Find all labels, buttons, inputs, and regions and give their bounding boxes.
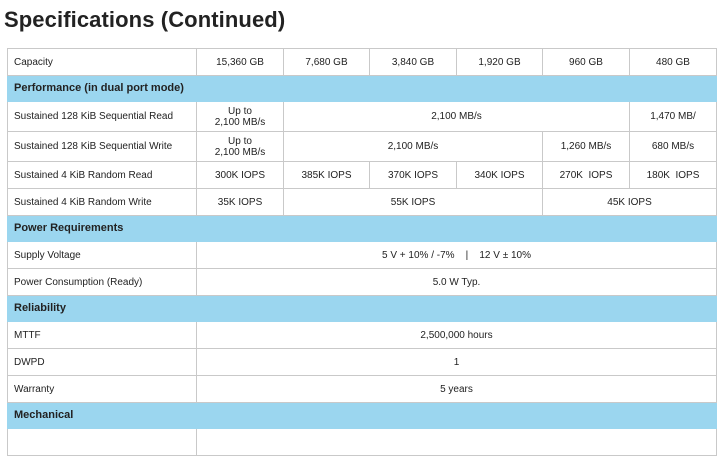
value-cell: 1,260 MB/s <box>542 131 630 162</box>
power-consumption-row: Power Consumption (Ready) 5.0 W Typ. <box>7 268 717 296</box>
seq-read-row: Sustained 128 KiB Sequential Read Up to … <box>7 101 717 132</box>
section-header-power: Power Requirements <box>7 215 717 242</box>
row-label: Sustained 128 KiB Sequential Write <box>7 131 197 162</box>
section-title: Power Requirements <box>7 215 717 242</box>
value-cell: 1,470 MB/ <box>629 101 717 132</box>
value-cell: 5 V + 10% / -7% | 12 V ± 10% <box>196 241 717 269</box>
value-cell: 1 <box>196 348 717 376</box>
capacity-cell: 960 GB <box>542 48 630 76</box>
mechanical-row-partial <box>7 428 717 456</box>
value-cell: 680 MB/s <box>629 131 717 162</box>
value-cell: 340K IOPS <box>456 161 543 189</box>
warranty-row: Warranty 5 years <box>7 375 717 403</box>
value-cell: 270K IOPS <box>542 161 630 189</box>
value-cell: 300K IOPS <box>196 161 284 189</box>
section-header-reliability: Reliability <box>7 295 717 322</box>
capacity-row: Capacity 15,360 GB 7,680 GB 3,840 GB 1,9… <box>7 48 717 76</box>
section-header-performance: Performance (in dual port mode) <box>7 75 717 102</box>
capacity-cell: 15,360 GB <box>196 48 284 76</box>
value-cell: 45K IOPS <box>542 188 717 216</box>
row-label: Supply Voltage <box>7 241 197 269</box>
row-label: Sustained 4 KiB Random Read <box>7 161 197 189</box>
section-title: Reliability <box>7 295 717 322</box>
seq-write-row: Sustained 128 KiB Sequential Write Up to… <box>7 131 717 162</box>
value-cell: Up to 2,100 MB/s <box>196 131 284 162</box>
value-cell: 2,100 MB/s <box>283 101 630 132</box>
value-cell: 5 years <box>196 375 717 403</box>
mttf-row: MTTF 2,500,000 hours <box>7 321 717 349</box>
value-cell: Up to 2,100 MB/s <box>196 101 284 132</box>
row-label: Sustained 128 KiB Sequential Read <box>7 101 197 132</box>
value-cell: 2,100 MB/s <box>283 131 543 162</box>
value-cell <box>196 428 717 456</box>
rand-write-row: Sustained 4 KiB Random Write 35K IOPS 55… <box>7 188 717 216</box>
capacity-cell: 3,840 GB <box>369 48 457 76</box>
section-title: Mechanical <box>7 402 717 429</box>
value-cell: 2,500,000 hours <box>196 321 717 349</box>
rand-read-row: Sustained 4 KiB Random Read 300K IOPS 38… <box>7 161 717 189</box>
section-title: Performance (in dual port mode) <box>7 75 717 102</box>
row-label: MTTF <box>7 321 197 349</box>
row-label: Warranty <box>7 375 197 403</box>
row-label: DWPD <box>7 348 197 376</box>
value-cell: 180K IOPS <box>629 161 717 189</box>
supply-voltage-row: Supply Voltage 5 V + 10% / -7% | 12 V ± … <box>7 241 717 269</box>
value-cell: 5.0 W Typ. <box>196 268 717 296</box>
capacity-cell: 480 GB <box>629 48 717 76</box>
row-label: Capacity <box>7 48 197 76</box>
row-label: Sustained 4 KiB Random Write <box>7 188 197 216</box>
row-label: Power Consumption (Ready) <box>7 268 197 296</box>
specifications-table: Capacity 15,360 GB 7,680 GB 3,840 GB 1,9… <box>7 48 717 456</box>
value-cell: 385K IOPS <box>283 161 370 189</box>
capacity-cell: 1,920 GB <box>456 48 543 76</box>
section-header-mechanical: Mechanical <box>7 402 717 429</box>
row-label <box>7 428 197 456</box>
value-cell: 35K IOPS <box>196 188 284 216</box>
value-cell: 370K IOPS <box>369 161 457 189</box>
capacity-cell: 7,680 GB <box>283 48 370 76</box>
dwpd-row: DWPD 1 <box>7 348 717 376</box>
page-title: Specifications (Continued) <box>4 7 286 32</box>
value-cell: 55K IOPS <box>283 188 543 216</box>
